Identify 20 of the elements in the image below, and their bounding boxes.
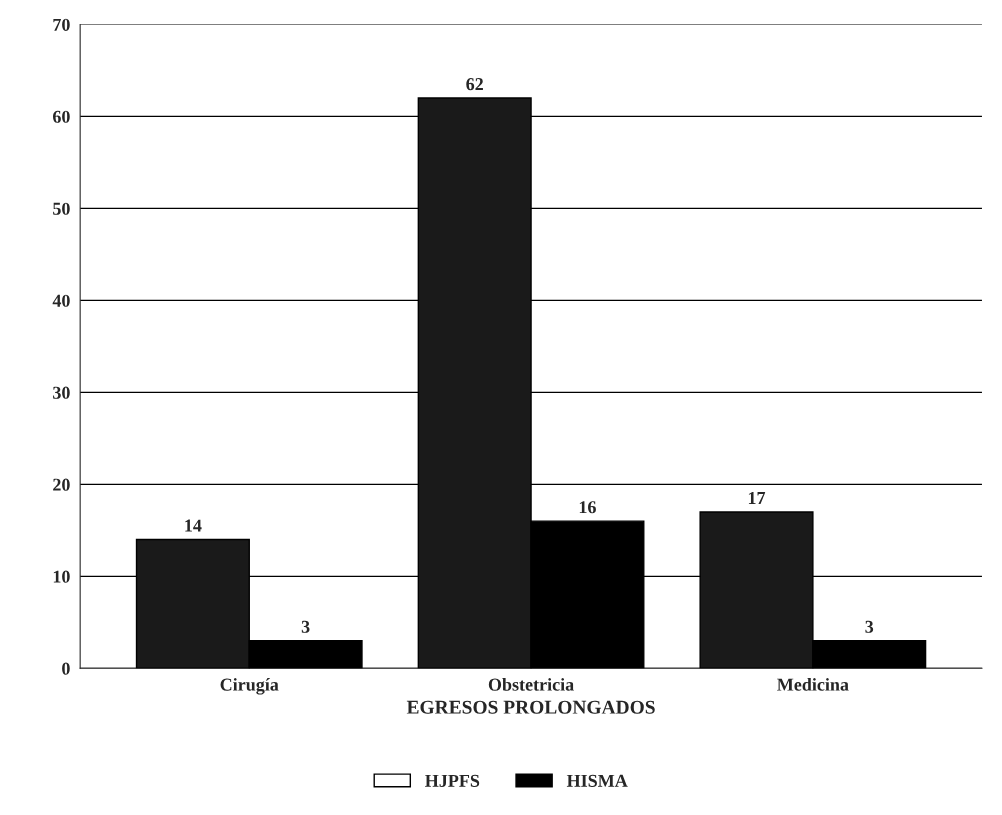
legend-label: HJPFS — [425, 774, 480, 787]
y-tick-label: 10 — [53, 570, 70, 583]
y-tick-label: 20 — [53, 478, 70, 491]
x-axis-title: EGRESOS PROLONGADOS — [406, 700, 655, 714]
y-tick-label: 30 — [53, 386, 70, 399]
y-tick-label: 70 — [53, 18, 70, 31]
y-tick-label: 60 — [53, 110, 70, 123]
legend-label: HISMA — [566, 774, 628, 787]
x-tick-label: Cirugía — [220, 678, 279, 695]
data-label: 3 — [301, 620, 310, 633]
data-label: 17 — [748, 492, 766, 504]
x-tick-label: Medicina — [777, 678, 849, 691]
x-tick-label: Obstetricia — [488, 678, 574, 691]
data-label: 14 — [185, 519, 202, 532]
y-tick-label: 0 — [62, 662, 70, 675]
data-label: 62 — [466, 78, 483, 91]
y-tick-label: 50 — [53, 202, 70, 215]
data-label: 3 — [865, 620, 874, 633]
data-label: 16 — [579, 501, 596, 514]
y-tick-label: 40 — [52, 294, 70, 307]
